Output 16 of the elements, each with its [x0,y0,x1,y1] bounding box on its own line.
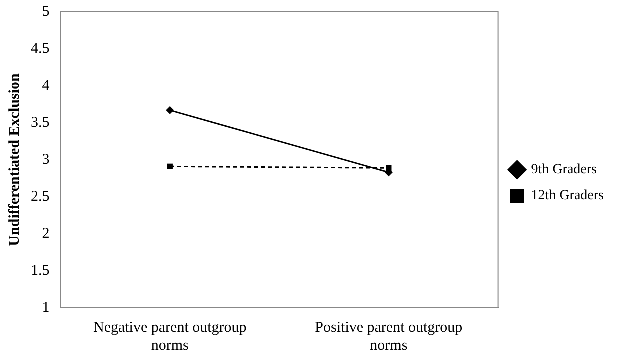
y-tick-label: 5 [42,4,50,20]
y-tick-label: 1 [42,300,50,316]
point [167,164,173,170]
y-tick-label: 2.5 [31,188,50,205]
x-tick-label: Negative parent outgroup norms [93,320,247,354]
y-axis-title: Undifferentiated Exclusion [6,73,23,246]
y-tick-label: 4.5 [31,40,50,57]
legend-label: 9th Graders [531,162,598,178]
y-tick-label: 3 [42,152,50,168]
x-tick-label: Positive parent outgroup norms [315,320,463,354]
legend-label: 12th Graders [531,188,604,204]
y-tick-label: 4 [42,78,50,94]
y-tick-label: 1.5 [31,262,50,279]
point [166,106,174,114]
y-tick-label: 3.5 [31,114,50,131]
y-tick-label: 2 [42,226,50,242]
